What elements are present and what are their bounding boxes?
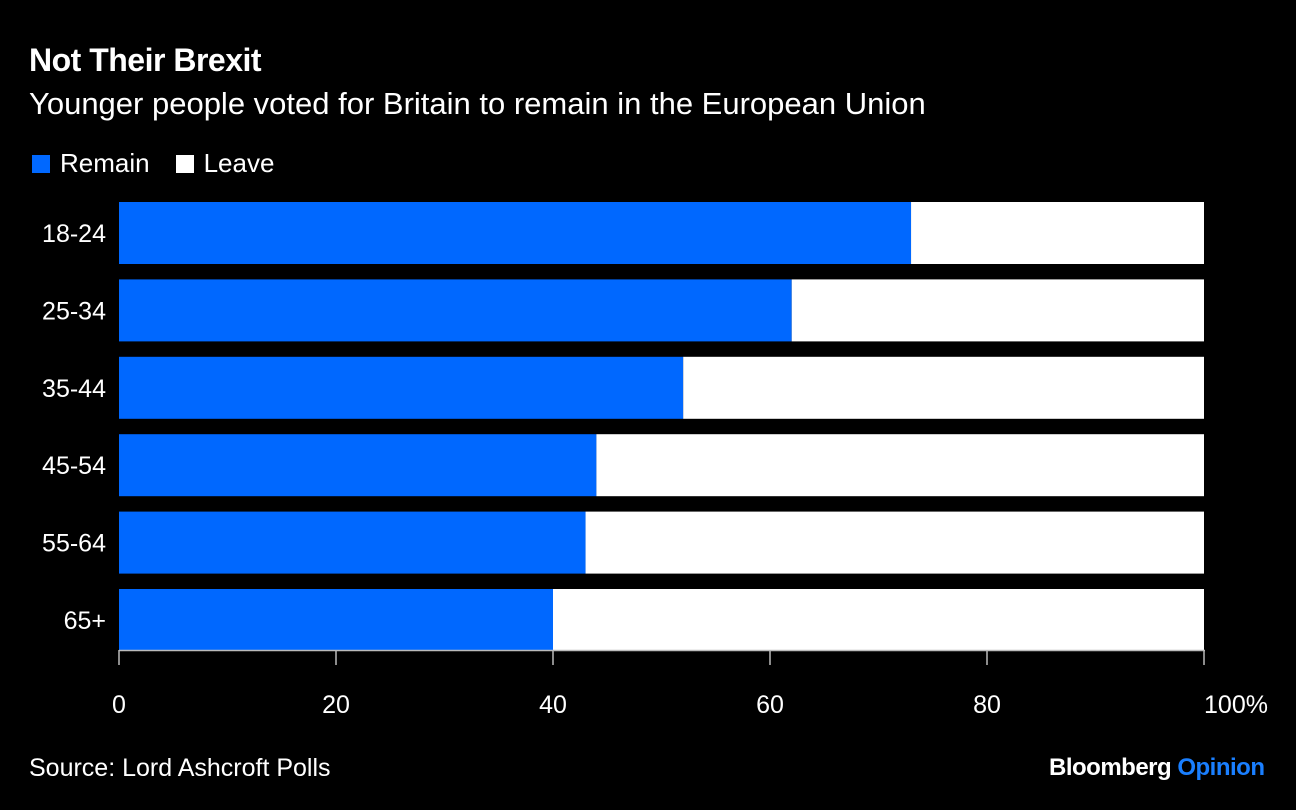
legend-swatch-leave: [175, 154, 194, 173]
x-tick-label: 100%: [1204, 691, 1268, 719]
bar-leave-45-54: [596, 434, 1204, 497]
x-tick-label: 60: [756, 691, 784, 719]
bar-remain-25-34: [119, 279, 792, 342]
bar-leave-65+: [553, 589, 1204, 651]
category-label: 18-24: [42, 220, 106, 248]
legend-item-leave: Leave: [175, 148, 275, 179]
x-tick-label: 80: [973, 691, 1001, 719]
legend-label-remain: Remain: [60, 148, 150, 178]
bar-remain-65+: [119, 589, 553, 651]
bar-leave-18-24: [911, 202, 1204, 264]
x-tick-label: 20: [322, 691, 350, 719]
category-label: 55-64: [42, 530, 106, 558]
bar-remain-45-54: [119, 434, 597, 497]
bar-remain-18-24: [119, 202, 912, 264]
chart-subtitle: Younger people voted for Britain to rema…: [29, 86, 926, 121]
category-label: 45-54: [42, 452, 106, 480]
source-note: Source: Lord Ashcroft Polls: [29, 754, 331, 782]
x-tick-label: 40: [539, 691, 567, 719]
bar-leave-25-34: [791, 279, 1204, 342]
legend-swatch-remain: [32, 154, 50, 173]
category-label: 25-34: [42, 297, 106, 325]
bar-remain-55-64: [119, 511, 586, 574]
bloomberg-opinion-logo: Bloomberg Opinion: [1049, 754, 1265, 781]
legend-label-leave: Leave: [203, 148, 275, 178]
chart-title: Not Their Brexit: [29, 42, 262, 78]
bar-leave-55-64: [585, 511, 1204, 574]
legend-item-remain: Remain: [32, 148, 150, 179]
legend: Remain Leave: [32, 148, 300, 179]
bar-remain-35-44: [119, 356, 684, 419]
x-tick-label: 0: [112, 691, 126, 719]
category-label: 35-44: [42, 375, 106, 403]
category-label: 65+: [64, 607, 106, 635]
bar-leave-35-44: [683, 356, 1204, 419]
